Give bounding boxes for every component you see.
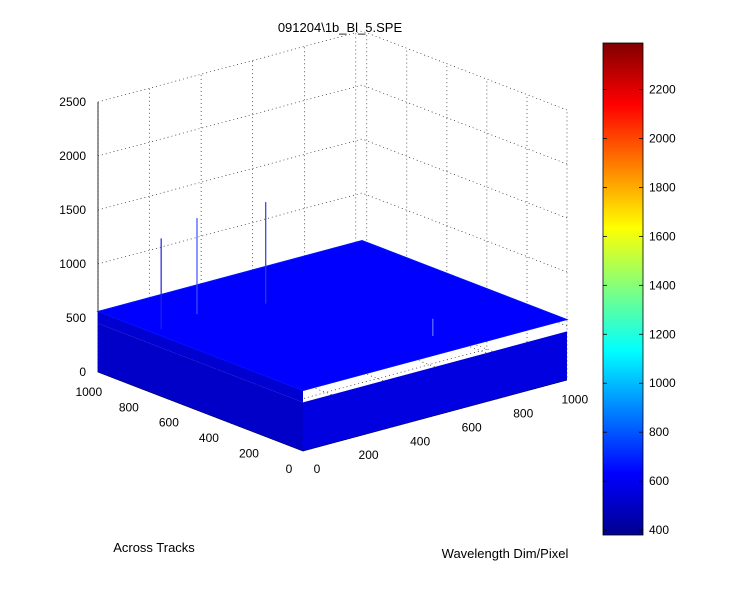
z-gridline [97, 30, 568, 111]
colorbar-tick-label: 1200 [649, 327, 676, 341]
y-tick-label: 0 [286, 462, 293, 476]
y-axis-label: Across Tracks [113, 540, 195, 555]
z-gridline [97, 84, 568, 165]
chart-title: 091204\1b_Bl_5.SPE [278, 20, 403, 35]
colorbar-tick-label: 600 [649, 474, 669, 488]
z-tick-label: 2000 [59, 149, 86, 163]
colorbar-tick-label: 2000 [649, 131, 676, 145]
axis-ticks: 0 200 400 600 800 1000 0 200 400 600 800 1000 0 500 10… [59, 95, 588, 476]
x-axis-label: Wavelength Dim/Pixel [442, 546, 569, 561]
x-tick-label: 400 [410, 434, 430, 448]
x-tick-label: 800 [513, 407, 533, 421]
x-tick-label: 200 [359, 448, 379, 462]
z-tick-label: 1500 [59, 203, 86, 217]
x-tick-label: 0 [314, 462, 321, 476]
y-tick-label: 200 [239, 447, 259, 461]
colorbar-tick-label: 400 [649, 523, 669, 537]
surface [96, 202, 569, 451]
x-tick-label: 600 [462, 420, 482, 434]
z-tick-label: 1000 [59, 257, 86, 271]
colorbar [602, 42, 644, 536]
colorbar-tick-label: 1800 [649, 180, 676, 194]
colorbar-ticks: 400 600 800 1000 1200 1400 1600 1800 2000 2200 [603, 83, 676, 537]
y-tick-label: 400 [199, 431, 219, 445]
z-tick-label: 500 [66, 311, 86, 325]
colorbar-tick-label: 1000 [649, 376, 676, 390]
x-tick-label: 1000 [561, 393, 588, 407]
colorbar-tick-label: 1400 [649, 278, 676, 292]
z-gridline [97, 138, 568, 219]
z-tick-label: 0 [79, 365, 86, 379]
surface-front-wall [303, 331, 567, 451]
colorbar-tick-label: 2200 [649, 83, 676, 97]
surface-left-wall [98, 323, 303, 451]
colorbar-tick-label: 800 [649, 425, 669, 439]
y-tick-label: 1000 [75, 385, 102, 399]
y-tick-label: 800 [119, 400, 139, 414]
y-tick-label: 600 [159, 416, 179, 430]
colorbar-tick-label: 1600 [649, 229, 676, 243]
surface-left-edge [98, 311, 303, 403]
z-tick-label: 2500 [59, 95, 86, 109]
surface-top [96, 239, 569, 392]
